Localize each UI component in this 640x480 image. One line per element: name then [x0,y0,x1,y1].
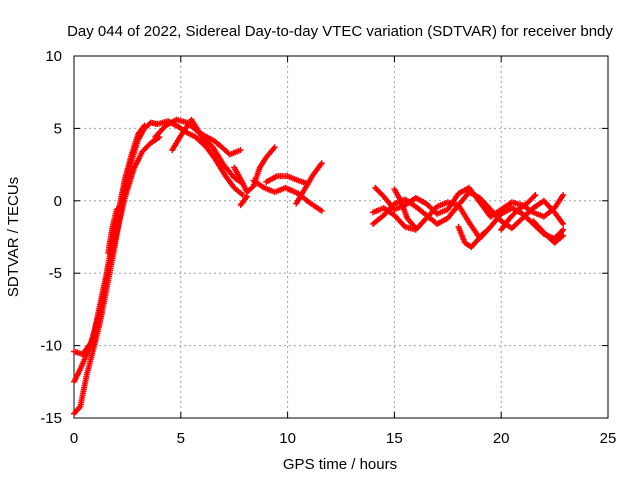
x-tick-label: 25 [600,430,617,447]
x-tick-label: 20 [493,430,510,447]
point-markers [237,193,251,209]
x-tick-label: 15 [386,430,403,447]
series-track-peak-b [152,116,244,158]
point-markers [152,116,244,158]
series-track-mid-d [263,173,310,187]
y-tick-label: 10 [45,48,62,65]
point-markers [71,119,161,417]
point-markers [455,223,488,251]
y-tick-label: 5 [54,120,62,137]
y-axis-label: SDTVAR / TECUs [5,177,22,297]
axis-ticks: 0 5 10 15 20 25 -15 -10 -5 0 5 10 [40,48,616,447]
series-track-late-e [498,192,539,233]
plot-border [73,55,609,419]
point-markers [498,192,539,233]
y-tick-label: -15 [40,410,62,427]
y-tick-label: 0 [54,193,62,210]
grid [74,56,608,418]
y-tick-label: -10 [40,338,62,355]
point-markers [263,173,310,187]
x-tick-label: 0 [70,430,78,447]
series-track-rise-c [71,134,163,358]
y-tick-label: -5 [49,265,62,282]
x-axis-label: GPS time / hours [283,456,397,473]
series-track-late-d [455,223,488,251]
series-track-mid-a [231,144,278,196]
series-track-mid-e [293,160,325,207]
series-track-mid-b [237,193,251,209]
point-markers [530,218,567,246]
point-markers [231,144,278,196]
series-track-late-g [391,186,419,232]
chart-title: Day 044 of 2022, Sidereal Day-to-day VTE… [67,23,613,40]
point-markers [169,116,246,187]
point-markers [71,134,163,358]
x-tick-label: 10 [279,430,296,447]
series-track-rise-d [105,203,124,256]
point-markers [391,186,419,232]
series-track-rise-a [71,119,161,417]
point-markers [105,203,124,256]
x-tick-label: 5 [177,430,185,447]
point-markers [293,160,325,207]
series-track-late-f [530,218,567,246]
series-track-peak-c [169,116,246,187]
data-points [71,116,567,417]
